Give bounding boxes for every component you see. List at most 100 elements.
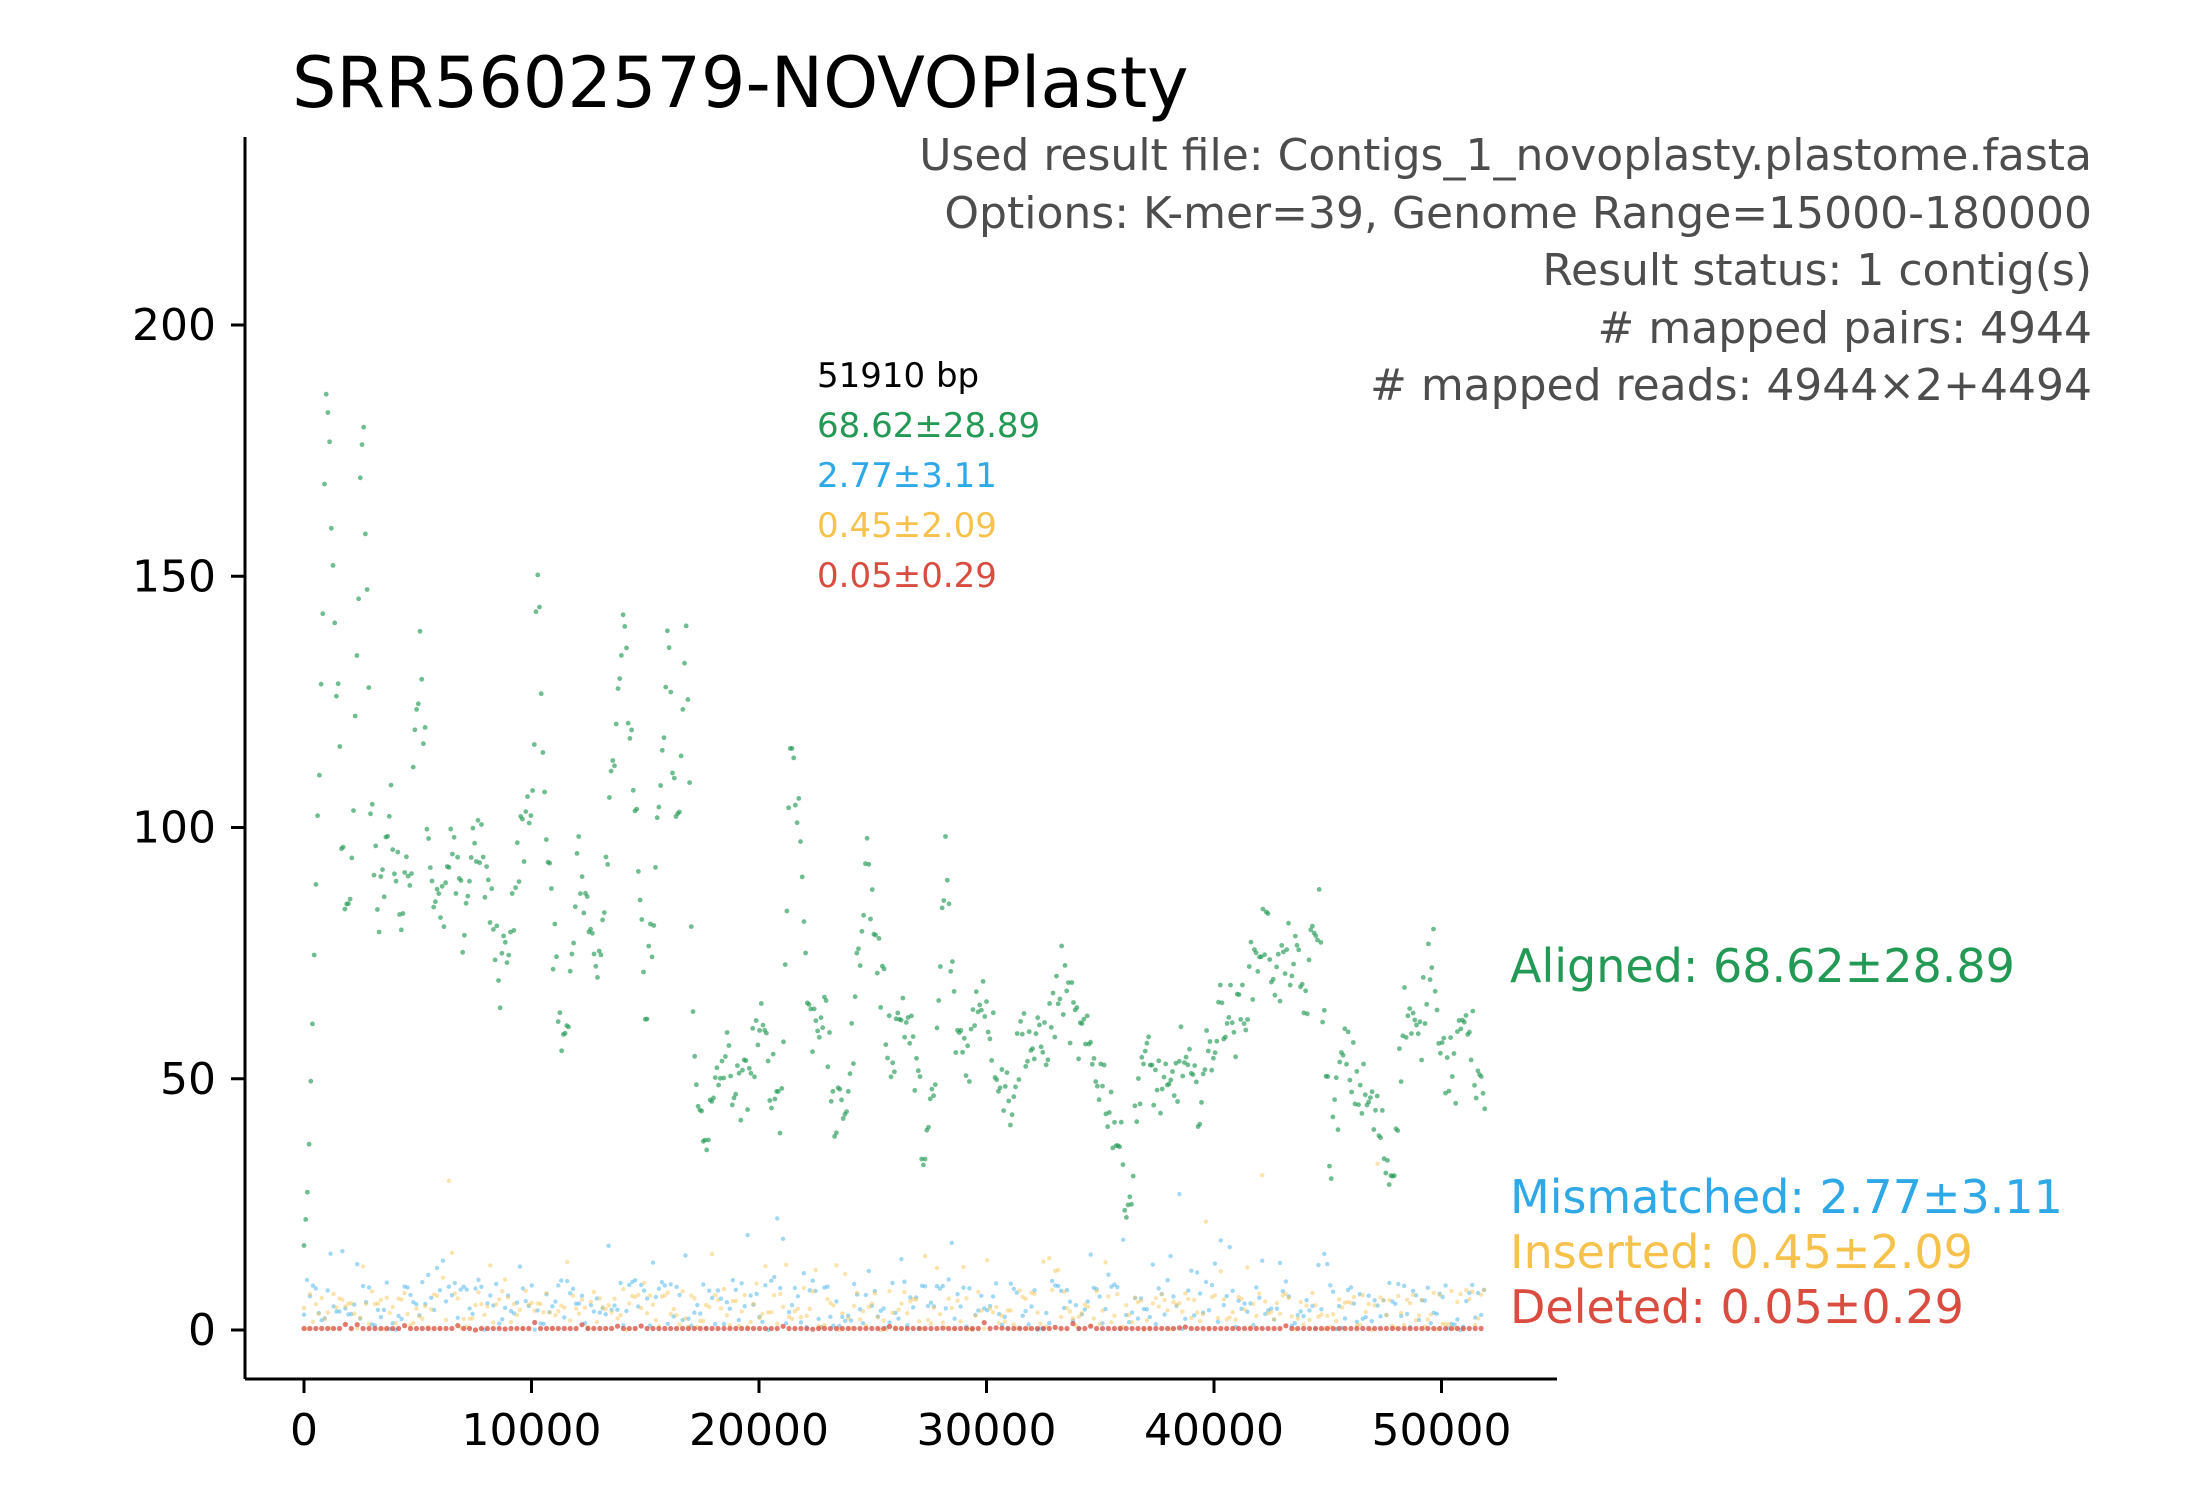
- mismatched-point: [1357, 1292, 1363, 1297]
- inserted-point: [502, 1277, 508, 1282]
- inserted-point: [783, 1262, 789, 1268]
- aligned-point: [1200, 1071, 1206, 1077]
- mismatched-point: [505, 1293, 511, 1298]
- aligned-point: [779, 1086, 785, 1091]
- mismatched-point: [479, 1284, 484, 1290]
- deleted-point: [1366, 1325, 1372, 1332]
- deleted-point: [520, 1325, 526, 1332]
- mismatched-point: [1372, 1298, 1377, 1303]
- inserted-point: [1378, 1295, 1383, 1300]
- aligned-point: [448, 826, 454, 832]
- deleted-point: [1395, 1326, 1401, 1332]
- aligned-point: [1035, 1015, 1041, 1021]
- inserted-point: [1180, 1309, 1185, 1314]
- aligned-point: [1391, 1173, 1397, 1178]
- mismatched-point: [695, 1302, 700, 1308]
- aligned-point: [724, 1030, 730, 1035]
- aligned-point: [1461, 1019, 1467, 1025]
- deleted-point: [981, 1320, 987, 1326]
- inserted-point: [925, 1317, 931, 1323]
- mismatched-point: [1079, 1312, 1085, 1317]
- aligned-point: [1069, 980, 1075, 985]
- inserted-point: [905, 1311, 910, 1316]
- aligned-point: [1076, 1056, 1081, 1062]
- mismatched-point: [1029, 1304, 1034, 1309]
- mismatched-point: [671, 1314, 676, 1319]
- inserted-point: [1331, 1312, 1336, 1317]
- mismatched-point: [541, 1321, 546, 1327]
- mismatched-point: [1135, 1316, 1141, 1321]
- mismatched-point: [1473, 1315, 1478, 1320]
- deleted-point: [591, 1325, 597, 1332]
- inserted-point: [647, 1293, 653, 1298]
- aligned-point: [1361, 1061, 1366, 1067]
- mismatched-point: [452, 1280, 457, 1286]
- inserted-point: [1085, 1304, 1090, 1310]
- aligned-point: [1185, 1062, 1191, 1068]
- aligned-point: [1127, 1194, 1133, 1200]
- inserted-point: [979, 1308, 984, 1313]
- aligned-point: [1417, 1019, 1423, 1025]
- mismatched-point: [931, 1304, 937, 1309]
- aligned-point: [801, 919, 807, 924]
- aligned-point: [422, 725, 428, 730]
- mismatched-point: [1014, 1290, 1019, 1295]
- inserted-point: [887, 1288, 892, 1294]
- aligned-point: [745, 1107, 750, 1112]
- aligned-point: [845, 1089, 851, 1094]
- inserted-point: [576, 1311, 582, 1316]
- mismatched-point: [1351, 1301, 1357, 1306]
- aligned-point: [639, 917, 645, 922]
- deleted-point: [366, 1325, 372, 1332]
- aligned-point: [347, 896, 353, 902]
- aligned-point: [815, 1028, 820, 1034]
- aligned-point: [351, 808, 356, 813]
- aligned-point: [1246, 964, 1252, 969]
- aligned-point: [472, 840, 477, 846]
- inserted-point: [1342, 1300, 1348, 1305]
- inserted-point: [1097, 1321, 1102, 1327]
- deleted-point: [301, 1325, 307, 1332]
- mismatched-point: [366, 1285, 372, 1290]
- mismatched-point: [301, 1312, 307, 1317]
- inserted-point: [1455, 1299, 1460, 1305]
- mismatched-point: [1209, 1282, 1215, 1288]
- deleted-point: [656, 1325, 662, 1332]
- mismatched-point: [807, 1288, 812, 1293]
- aligned-point: [1112, 1119, 1117, 1125]
- aligned-point: [487, 920, 493, 925]
- aligned-point: [910, 1034, 916, 1039]
- aligned-point: [572, 904, 578, 910]
- mismatched-point: [940, 1283, 945, 1289]
- mismatched-point: [860, 1321, 866, 1326]
- inserted-point: [1186, 1296, 1191, 1302]
- mismatched-point: [1393, 1301, 1398, 1307]
- aligned-point: [550, 966, 556, 972]
- aligned-point: [881, 966, 887, 972]
- aligned-point: [1378, 1135, 1383, 1141]
- inserted-point: [653, 1317, 659, 1323]
- mismatched-point: [1109, 1284, 1114, 1289]
- mismatched-point: [627, 1282, 632, 1288]
- inserted-point: [946, 1296, 951, 1301]
- deleted-point: [1141, 1325, 1147, 1332]
- aligned-point: [1055, 1001, 1061, 1007]
- aligned-point: [1170, 1069, 1175, 1074]
- inserted-point: [1058, 1314, 1064, 1320]
- aligned-point: [960, 1049, 965, 1055]
- aligned-point: [1023, 1064, 1029, 1069]
- deleted-point: [467, 1325, 473, 1332]
- mismatched-point: [464, 1287, 469, 1292]
- mismatched-point: [1298, 1309, 1303, 1314]
- mismatched-point: [733, 1287, 738, 1293]
- mismatched-point: [1452, 1322, 1457, 1327]
- aligned-point: [404, 854, 409, 860]
- mismatched-point: [1144, 1307, 1150, 1312]
- inserted-point: [1336, 1297, 1342, 1302]
- aligned-point: [830, 1089, 836, 1094]
- inserted-point: [609, 1310, 614, 1315]
- mismatched-point: [491, 1303, 496, 1308]
- mismatched-point: [1475, 1290, 1481, 1296]
- aligned-point: [311, 952, 317, 958]
